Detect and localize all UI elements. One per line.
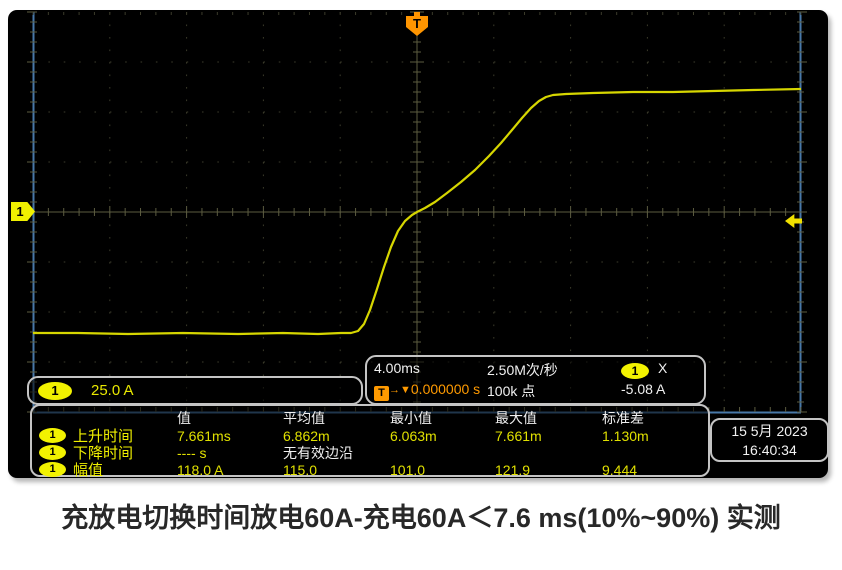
trigger-level-value: -5.08 A <box>621 381 666 397</box>
row3-max: 121.9 <box>495 461 531 478</box>
row3-label: 幅值 <box>73 462 104 479</box>
trigger-t-icon: T <box>406 16 428 36</box>
channel1-scale-value: 25.0 A <box>91 382 134 399</box>
header-value: 值 <box>177 410 191 426</box>
trigger-delay-value: 0.000000 s <box>410 381 481 397</box>
row2-label: 下降时间 <box>73 445 134 462</box>
trigger-slope-icon: ▼ <box>400 384 411 396</box>
row1-stddev: 1.130m <box>602 427 649 444</box>
header-stddev: 标准差 <box>602 410 644 426</box>
row1-min: 6.063m <box>390 427 437 444</box>
graticule <box>27 11 807 414</box>
trigger-position-marker[interactable]: T <box>406 12 428 36</box>
row1-channel-badge: 1 <box>39 428 66 443</box>
waveform-trace <box>33 87 802 336</box>
channel1-badge[interactable]: 1 25.0 A <box>27 376 363 405</box>
row1-mean: 6.862m <box>283 427 330 444</box>
row1-value: 7.661ms <box>177 427 231 444</box>
channel1-ground-marker[interactable]: 1 <box>11 202 35 221</box>
header-mean: 平均值 <box>283 410 325 426</box>
trigger-mode-label: X <box>658 360 668 376</box>
row3-mean: 115.0 <box>283 461 317 478</box>
row3-stddev: 9.444 <box>602 461 638 478</box>
row1-label: 上升时间 <box>73 428 134 445</box>
row3-channel-badge: 1 <box>39 462 66 477</box>
trigger-t-badge-icon: T <box>374 386 389 401</box>
measurement-panel: 值 平均值 最小值 最大值 标准差 1 上升时间 7.661ms 6.862m 6… <box>30 404 710 479</box>
trigger-marker-nub <box>414 12 420 17</box>
trigger-arrow-icon: → <box>389 384 400 396</box>
figure-caption: 充放电切换时间放电60A-充电60A＜7.6 ms(10%~90%) 实测 <box>61 503 781 533</box>
measurement-row-fall-time: 1 下降时间 ---- s 无有效边沿 <box>36 442 708 462</box>
measurement-row-amplitude: 1 幅值 118.0 A 115.0 101.0 121.9 9.444 <box>36 459 708 479</box>
time-label: 16:40:34 <box>742 442 797 458</box>
header-min: 最小值 <box>390 410 432 426</box>
channel1-number-badge: 1 <box>38 381 72 400</box>
date-label: 15 5月 2023 <box>731 423 808 439</box>
row3-value: 118.0 A <box>177 461 224 478</box>
row2-channel-badge: 1 <box>39 445 66 460</box>
header-max: 最大值 <box>495 410 537 426</box>
trigger-delay-group: T →▼0.000000 s <box>374 381 480 401</box>
trigger-source-badge: 1 <box>621 363 649 379</box>
row2-mean: 无有效边沿 <box>283 444 353 461</box>
row1-max: 7.661m <box>495 427 542 444</box>
measurement-row-rise-time: 1 上升时间 7.661ms 6.862m 6.063m 7.661m 1.130… <box>36 425 708 445</box>
datetime-box: 15 5月 2023 16:40:34 <box>710 418 829 462</box>
row2-value: ---- s <box>177 444 207 461</box>
measurement-header-row: 值 平均值 最小值 最大值 标准差 <box>36 408 708 426</box>
row3-min: 101.0 <box>390 461 426 478</box>
memory-depth-value: 100k 点 <box>487 383 536 399</box>
sample-rate-value: 2.50M次/秒 <box>487 362 558 378</box>
timebase-value: 4.00ms <box>374 360 420 376</box>
